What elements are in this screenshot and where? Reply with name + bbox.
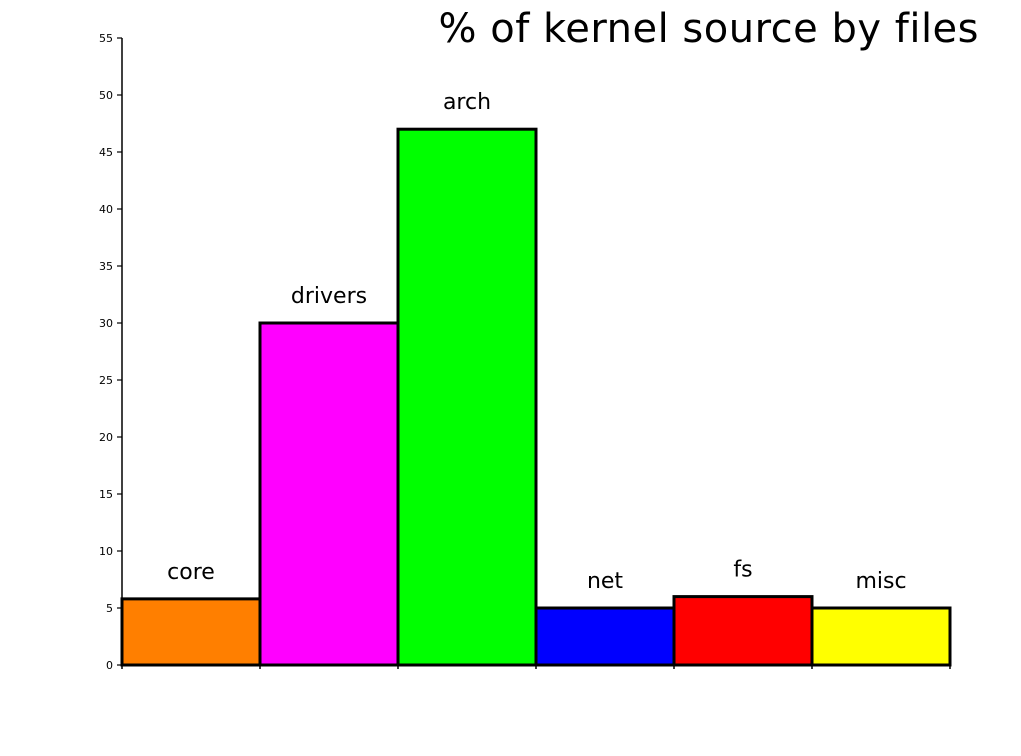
- y-tick-label: 25: [99, 374, 113, 387]
- y-tick-label: 35: [99, 260, 113, 273]
- bar-core: [120, 597, 262, 667]
- bar-drivers: [258, 321, 400, 667]
- y-tick-label: 50: [99, 89, 113, 102]
- bar-labels-group: core drivers arch net fs misc: [167, 90, 906, 594]
- bar-label-arch: arch: [443, 90, 491, 115]
- y-tick-label: 55: [99, 32, 113, 45]
- bar-arch: [396, 127, 538, 667]
- bar-misc: [810, 606, 952, 667]
- y-axis: 0 5 10 15 20 25 30 35 40 45 50 55: [99, 32, 123, 672]
- y-tick-label: 30: [99, 317, 113, 330]
- bar-net: [534, 606, 676, 667]
- bar-label-drivers: drivers: [291, 284, 367, 309]
- bar-label-fs: fs: [733, 558, 752, 583]
- bar-label-net: net: [587, 569, 623, 594]
- y-tick-label: 0: [106, 659, 113, 672]
- bar-label-misc: misc: [855, 569, 906, 594]
- bars-group: [120, 127, 952, 667]
- y-tick-label: 15: [99, 488, 113, 501]
- bar-label-core: core: [167, 560, 215, 585]
- y-tick-label: 45: [99, 146, 113, 159]
- y-tick-label: 10: [99, 545, 113, 558]
- y-tick-label: 40: [99, 203, 113, 216]
- x-axis: [121, 663, 951, 669]
- bar-fs: [672, 595, 814, 667]
- y-tick-label: 20: [99, 431, 113, 444]
- y-tick-label: 5: [106, 602, 113, 615]
- chart-title: % of kernel source by files: [438, 6, 979, 52]
